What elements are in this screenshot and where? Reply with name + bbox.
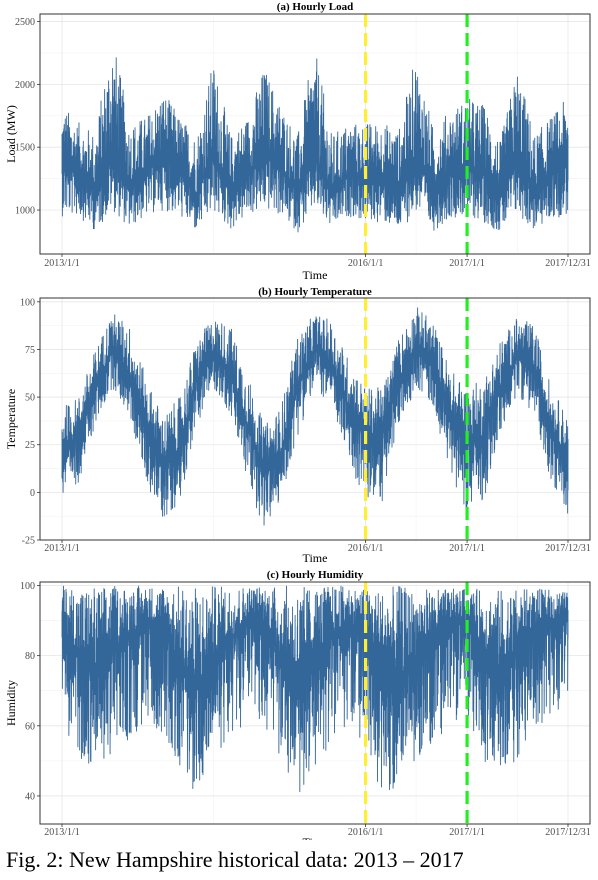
series-line (61, 585, 569, 793)
chart-title: (b) Hourly Temperature (258, 286, 372, 298)
x-tick-label: 2016/1/1 (348, 258, 384, 269)
x-tick-label: 2017/1/1 (449, 543, 485, 554)
x-tick-label: 2017/12/31 (545, 827, 591, 838)
y-tick-label: 2500 (15, 17, 35, 28)
y-tick-label: 0 (30, 488, 35, 499)
y-tick-label: 1500 (15, 143, 35, 154)
y-tick-label: 1000 (15, 206, 35, 217)
x-tick-label: 2013/1/1 (44, 258, 80, 269)
x-tick-label: 2017/12/31 (545, 543, 591, 554)
x-tick-label: 2016/1/1 (348, 827, 384, 838)
figure-caption: Fig. 2: New Hampshire historical data: 2… (6, 847, 464, 872)
y-tick-label: 40 (25, 791, 35, 802)
plot-frame (39, 581, 591, 825)
y-tick-label: 60 (25, 721, 35, 732)
series-line (61, 57, 569, 233)
plot-frame (39, 13, 591, 255)
x-axis-label: Time (303, 835, 328, 840)
x-tick-label: 2013/1/1 (44, 543, 80, 554)
y-tick-label: 75 (25, 345, 35, 356)
y-tick-label: 100 (20, 581, 35, 592)
x-tick-label: 2017/1/1 (449, 827, 485, 838)
panel-3: 40 60 80 100 2013/1/1 2016/1/1 2017/1/1 2017/12… (4, 569, 591, 840)
panel-2: -25 0 25 50 75 100 2013/1/1 2016/1/1 2017/1/1 201… (4, 286, 591, 565)
y-axis-label: Humidity (4, 680, 18, 726)
plot-frame (39, 297, 591, 541)
y-axis-label: Temperature (4, 389, 18, 449)
y-axis-label: Load (MW) (4, 105, 18, 163)
y-tick-label: 50 (25, 393, 35, 404)
series-line (61, 307, 569, 526)
chart-title: (c) Hourly Humidity (267, 569, 364, 581)
x-tick-label: 2013/1/1 (44, 827, 80, 838)
y-tick-label: 25 (25, 440, 35, 451)
y-tick-label: 2000 (15, 80, 35, 91)
x-axis-label: Time (303, 551, 328, 565)
y-tick-label: -25 (22, 536, 35, 547)
y-tick-label: 80 (25, 651, 35, 662)
x-tick-label: 2016/1/1 (348, 543, 384, 554)
chart-title: (a) Hourly Load (277, 1, 353, 13)
x-axis-label: Time (303, 268, 328, 282)
x-tick-label: 2017/12/31 (545, 258, 591, 269)
y-tick-label: 100 (20, 297, 35, 308)
x-tick-label: 2017/1/1 (449, 258, 485, 269)
panel-1: 1000 1500 2000 2500 2013/1/1 2016/1/1 2017/1/1… (4, 1, 591, 282)
